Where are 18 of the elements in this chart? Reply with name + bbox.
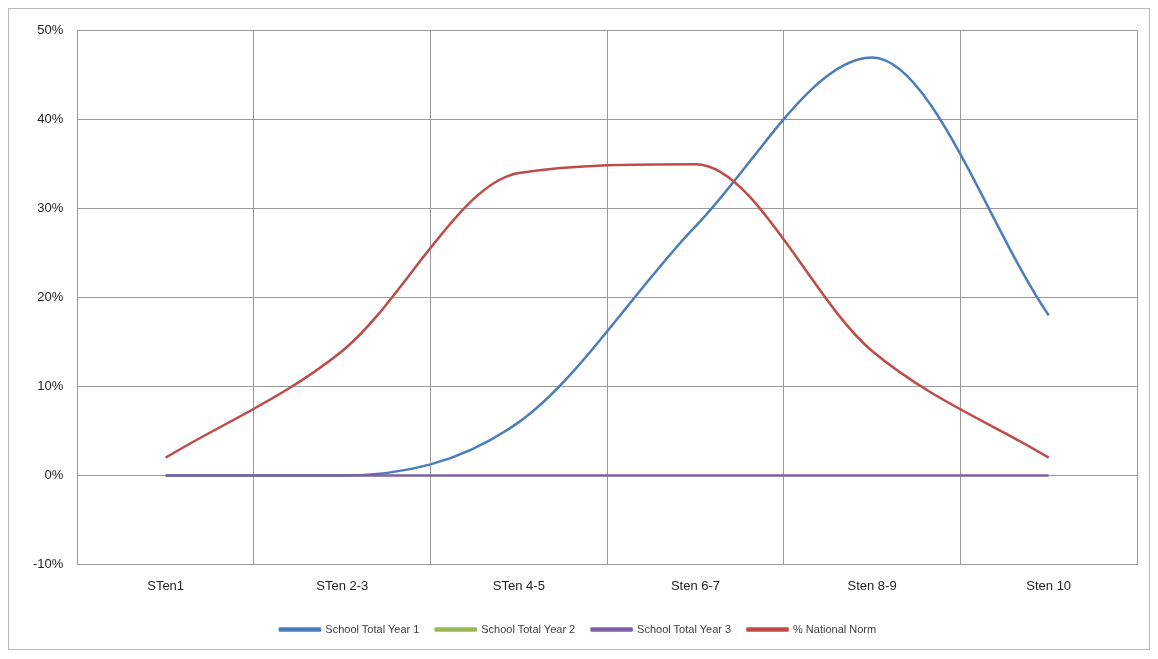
y-tick-label: 50%: [37, 22, 64, 38]
y-tick-label: 20%: [37, 289, 64, 305]
y-tick-label: -10%: [32, 555, 64, 571]
legend-label: School Total Year 2: [481, 622, 576, 635]
line-series: [164, 162, 1050, 459]
y-tick-label: 30%: [37, 200, 64, 216]
legend-label: % National Norm: [793, 622, 877, 635]
x-tick-label: Sten 6-7: [670, 577, 721, 593]
y-tick-label: 0%: [44, 467, 64, 483]
x-tick-label: Sten 8-9: [847, 577, 897, 593]
legend-label: School Total Year 1: [325, 622, 420, 635]
legend-label: School Total Year 3: [637, 622, 732, 635]
x-tick-label: STen 4-5: [492, 577, 545, 593]
x-tick-label: STen 2-3: [316, 577, 369, 593]
x-tick-label: STen1: [147, 577, 185, 593]
x-tick-label: Sten 10: [1026, 577, 1072, 593]
y-tick-label: 10%: [37, 378, 64, 394]
y-tick-label: 40%: [37, 111, 64, 127]
